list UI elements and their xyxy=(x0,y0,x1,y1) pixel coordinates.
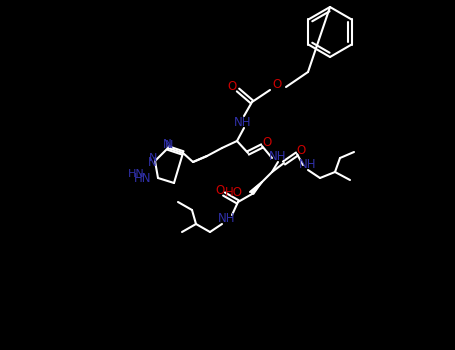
Text: NH: NH xyxy=(269,150,287,163)
Text: NH: NH xyxy=(218,212,236,225)
Text: HN: HN xyxy=(134,173,152,186)
Text: HN: HN xyxy=(128,169,145,179)
Text: O: O xyxy=(228,80,237,93)
Text: O: O xyxy=(296,144,306,156)
Text: O: O xyxy=(215,183,225,196)
Text: N: N xyxy=(149,153,157,163)
Polygon shape xyxy=(251,182,262,194)
Text: O: O xyxy=(273,77,282,91)
Text: N: N xyxy=(165,140,173,150)
Text: NH: NH xyxy=(299,158,317,170)
Text: NH: NH xyxy=(234,116,252,128)
Text: N: N xyxy=(147,155,157,168)
Text: HO: HO xyxy=(225,186,243,198)
Text: O: O xyxy=(263,136,272,149)
Text: N: N xyxy=(162,139,172,152)
